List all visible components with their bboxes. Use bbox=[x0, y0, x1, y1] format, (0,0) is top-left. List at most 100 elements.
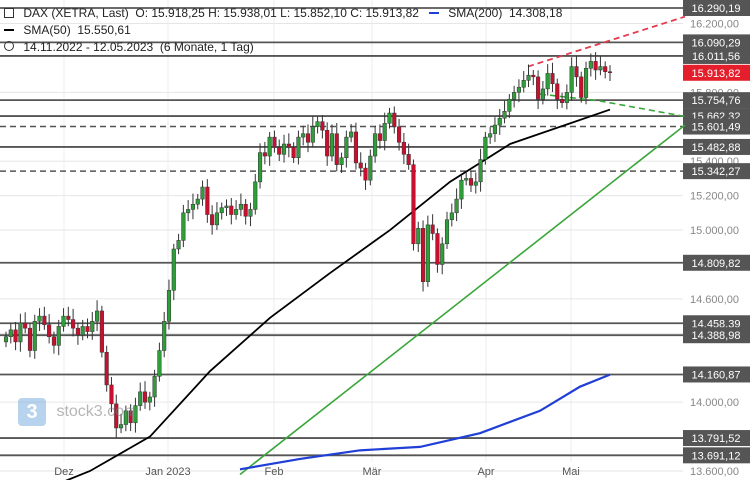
candle-body bbox=[593, 61, 598, 71]
current-price-badge bbox=[683, 64, 750, 81]
candle-body bbox=[253, 181, 258, 210]
candle-body bbox=[277, 147, 282, 155]
level-label: 14.388,98 bbox=[692, 330, 741, 342]
candle-body bbox=[325, 129, 330, 157]
clock-icon[interactable] bbox=[4, 41, 14, 52]
candle-body bbox=[406, 154, 411, 165]
level-badge bbox=[683, 447, 750, 464]
candle-body bbox=[234, 209, 239, 215]
candle-body bbox=[66, 315, 71, 320]
candle-body bbox=[521, 80, 526, 88]
x-axis-label: Feb bbox=[265, 466, 284, 478]
level-label: 14.160,87 bbox=[692, 369, 741, 381]
candle-body bbox=[18, 322, 23, 343]
stock3-watermark: 3 stock3.com bbox=[18, 398, 137, 426]
candle-body bbox=[598, 66, 603, 71]
x-axis-label: Mär bbox=[363, 466, 382, 478]
candle-body bbox=[51, 336, 56, 346]
candle-body bbox=[37, 315, 42, 322]
instrument-toggle-icon[interactable] bbox=[4, 7, 14, 18]
x-axis-label: Apr bbox=[477, 466, 494, 478]
candle-body bbox=[214, 212, 219, 226]
level-label: 15.754,76 bbox=[692, 95, 741, 107]
candle-body bbox=[186, 209, 191, 214]
chart-legend: DAX (XETRA, Last) O: 15.918,25 H: 15.938… bbox=[4, 4, 562, 54]
level-badge bbox=[683, 430, 750, 447]
candle-body bbox=[583, 68, 589, 98]
candle-body bbox=[123, 410, 128, 425]
support-trend-line bbox=[239, 124, 686, 476]
candle-body bbox=[497, 117, 502, 126]
candle-body bbox=[411, 164, 416, 245]
legend-row-sma50: SMA(50) 15.550,61 bbox=[4, 21, 562, 38]
candle-body bbox=[114, 403, 119, 429]
candle-body bbox=[99, 310, 104, 353]
axis-tick-label: 15.000,00 bbox=[690, 225, 739, 237]
candle-body bbox=[526, 74, 531, 81]
sma50-line bbox=[65, 108, 611, 480]
candle-body bbox=[32, 321, 37, 351]
candle-body bbox=[61, 315, 66, 327]
candle-body bbox=[507, 98, 512, 112]
level-badge bbox=[683, 366, 750, 383]
axis-tick-label: 14.600,00 bbox=[690, 294, 739, 306]
candle-body bbox=[358, 162, 363, 169]
candle-body bbox=[8, 329, 13, 338]
level-badge bbox=[683, 254, 750, 271]
candle-body bbox=[339, 157, 344, 165]
candle-body bbox=[574, 66, 579, 78]
legend-row-range: 14.11.2022 - 12.05.2023 (6 Monate, 1 Tag… bbox=[4, 38, 562, 55]
stock3-logo-text: stock3.com bbox=[56, 403, 138, 420]
candle-body bbox=[190, 203, 196, 210]
candle-body bbox=[569, 66, 574, 93]
candle-body bbox=[536, 76, 541, 100]
level-label: 14.809,82 bbox=[692, 258, 741, 270]
candle-body bbox=[13, 329, 18, 343]
level-badge bbox=[683, 34, 750, 51]
candle-body bbox=[210, 214, 215, 226]
candle-body bbox=[468, 178, 474, 186]
candle-body bbox=[109, 384, 114, 405]
x-axis-label: Dez bbox=[54, 466, 74, 478]
x-axis-label: Mai bbox=[562, 466, 580, 478]
sma50-label: SMA(50) bbox=[23, 22, 71, 37]
candle-body bbox=[492, 124, 498, 134]
level-badge bbox=[683, 327, 750, 344]
candle-body bbox=[286, 143, 291, 148]
candle-body bbox=[334, 133, 339, 165]
candle-body bbox=[104, 351, 109, 386]
axis-tick-label: 14.000,00 bbox=[690, 397, 739, 409]
candle-body bbox=[162, 321, 167, 351]
level-label: 16.011,56 bbox=[692, 51, 740, 63]
level-label: 15.342,27 bbox=[692, 166, 741, 178]
stock3-logo-icon: 3 bbox=[18, 398, 46, 426]
axis-tick-label: 13.600,00 bbox=[690, 466, 739, 478]
candle-body bbox=[512, 92, 517, 100]
legend-row-instrument: DAX (XETRA, Last) O: 15.918,25 H: 15.938… bbox=[4, 4, 562, 21]
candle-body bbox=[166, 290, 172, 322]
candle-body bbox=[425, 224, 430, 282]
candle-body bbox=[310, 126, 315, 143]
candle-body bbox=[392, 112, 397, 128]
candle-body bbox=[430, 224, 435, 234]
candle-body bbox=[540, 88, 545, 100]
candle-body bbox=[353, 131, 358, 164]
candle-body bbox=[344, 136, 349, 159]
candle-body bbox=[128, 410, 133, 424]
candle-body bbox=[502, 111, 507, 119]
candle-body bbox=[138, 391, 143, 406]
candle-body bbox=[27, 327, 33, 351]
candle-body bbox=[440, 243, 445, 265]
level-label: 16.290,19 bbox=[692, 3, 741, 15]
candle-body bbox=[449, 212, 454, 220]
candle-body bbox=[95, 310, 100, 322]
candle-body bbox=[373, 133, 378, 157]
candle-body bbox=[281, 143, 287, 155]
instrument-name: DAX (XETRA, Last) bbox=[23, 5, 129, 20]
candle-body bbox=[531, 74, 536, 78]
candle-body bbox=[416, 228, 421, 245]
candle-body bbox=[157, 350, 162, 377]
candle-body bbox=[272, 136, 277, 148]
candle-body bbox=[291, 147, 296, 159]
